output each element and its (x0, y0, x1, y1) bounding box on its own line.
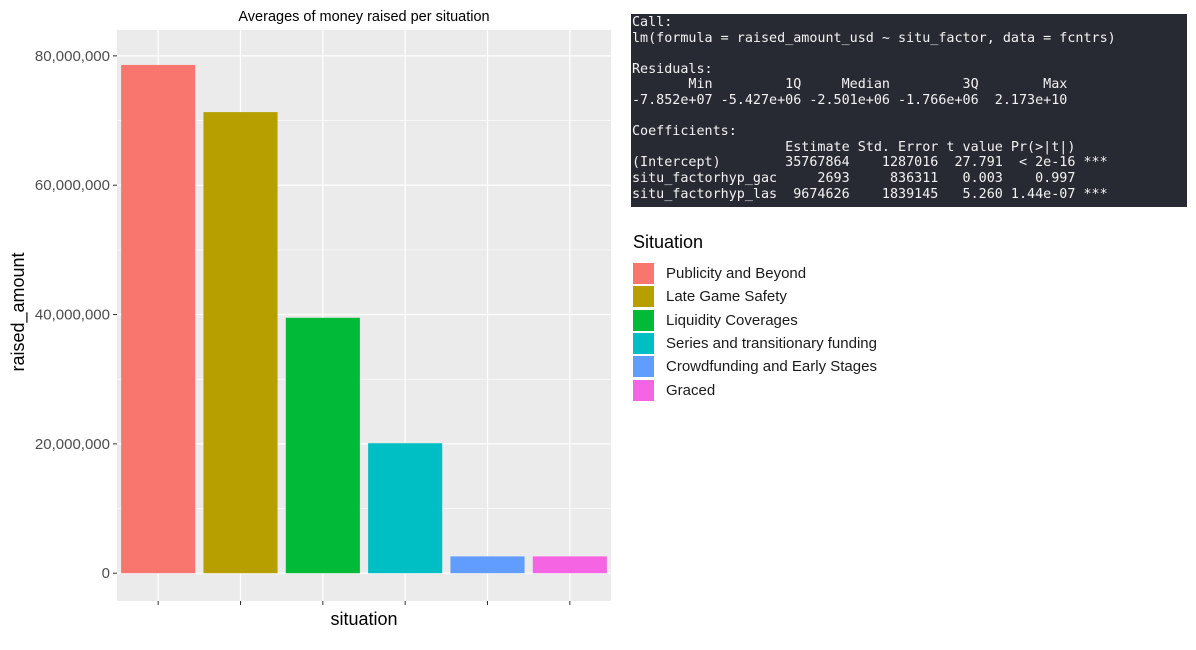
bar-crowdfunding-and-early-stages (450, 556, 525, 574)
bars (121, 64, 607, 574)
legend-swatch (633, 286, 654, 308)
legend-swatch (633, 356, 654, 378)
legend-item: Graced (633, 378, 877, 401)
y-tick-label: 60,000,000 (35, 177, 110, 194)
y-tick-label: 0 (102, 565, 110, 582)
plot-panel (117, 30, 611, 601)
y-tick-label: 80,000,000 (35, 48, 110, 65)
grid-lines (117, 30, 611, 601)
bar-publicity-and-beyond (121, 64, 196, 574)
legend-swatch (633, 333, 654, 355)
regression-output-text: Call: lm(formula = raised_amount_usd ~ s… (632, 15, 1116, 202)
bar-liquidity-coverages (285, 317, 360, 574)
legend-label: Publicity and Beyond (666, 265, 807, 283)
axes: 0 20,000,000 40,000,000 60,000,000 80,000,00… (35, 48, 571, 605)
legend: Situation Publicity and Beyond Late Game … (633, 232, 877, 402)
x-axis-label: situation (330, 609, 397, 629)
y-tick-label: 40,000,000 (35, 307, 110, 324)
legend-label: Liquidity Coverages (666, 311, 798, 329)
legend-label: Late Game Safety (666, 288, 787, 306)
legend-swatch (633, 263, 654, 285)
legend-label: Series and transitionary funding (666, 335, 877, 353)
legend-items: Publicity and Beyond Late Game Safety Liqu… (633, 262, 877, 402)
bar-chart: 0 20,000,000 40,000,000 60,000,000 80,000,00… (8, 9, 611, 629)
y-tick-label: 20,000,000 (35, 436, 110, 453)
legend-label: Graced (666, 381, 716, 399)
legend-item: Crowdfunding and Early Stages (633, 355, 877, 378)
legend-swatch (633, 309, 654, 331)
chart-title: Averages of money raised per situation (238, 9, 489, 25)
y-axis-label: raised_amount (8, 252, 29, 371)
legend-item: Series and transitionary funding (633, 332, 877, 355)
bar-graced (532, 556, 607, 574)
legend-item: Publicity and Beyond (633, 262, 877, 285)
bar-late-game-safety (203, 112, 278, 574)
legend-item: Late Game Safety (633, 285, 877, 308)
legend-item: Liquidity Coverages (633, 309, 877, 332)
legend-title: Situation (633, 232, 704, 252)
legend-swatch (633, 379, 654, 401)
bar-series-and-transitionary-funding (368, 443, 443, 574)
regression-output-panel: Call: lm(formula = raised_amount_usd ~ s… (631, 14, 1187, 207)
legend-label: Crowdfunding and Early Stages (666, 358, 877, 376)
